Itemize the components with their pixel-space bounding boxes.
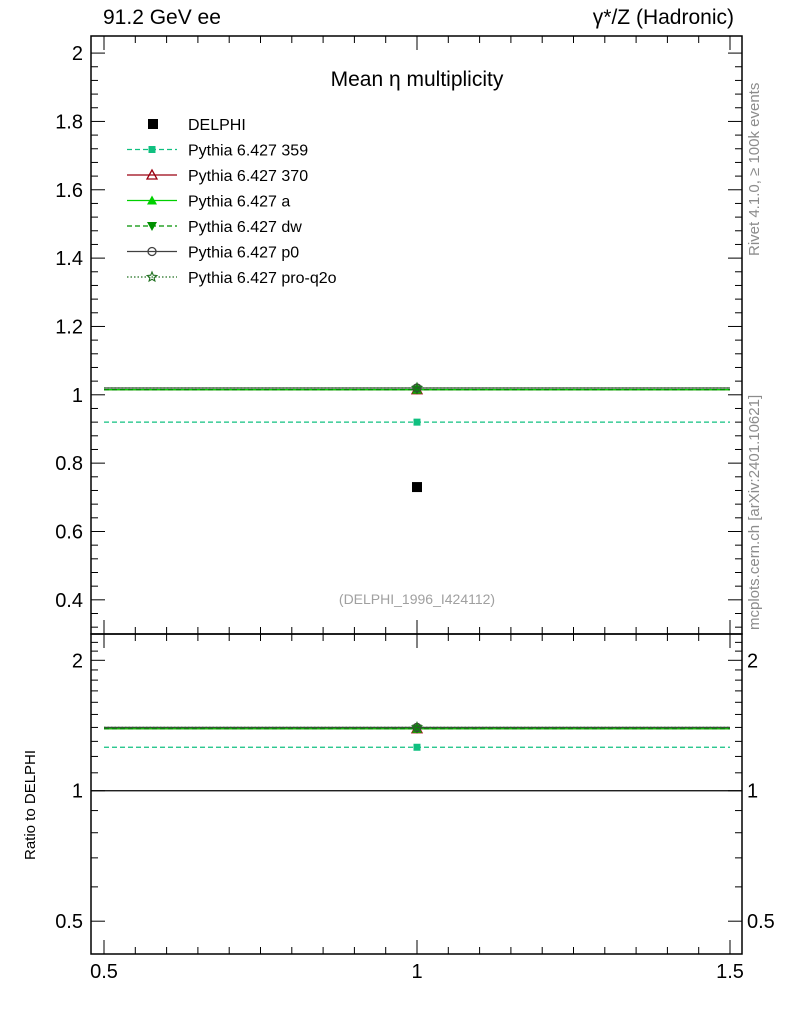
y-tick-label: 0.4 (55, 590, 83, 612)
legend-marker-4 (147, 246, 157, 257)
legend-label-delphi: DELPHI (188, 117, 246, 134)
ratio-y-tick-label: 2 (72, 650, 83, 672)
y-tick-label: 1.6 (55, 180, 83, 202)
y-tick-label: 0.6 (55, 521, 83, 543)
ratio-y-tick-label: 1 (72, 781, 83, 803)
series-point-0 (413, 418, 421, 426)
y-tick-label: 1.4 (55, 248, 83, 270)
header-left: 91.2 GeV ee (103, 6, 221, 29)
series-point-5 (410, 381, 424, 394)
legend-marker-0 (148, 146, 156, 153)
legend-label-3: Pythia 6.427 dw (188, 219, 302, 236)
y-tick-label: 1.2 (55, 316, 83, 338)
analysis-annotation: (DELPHI_1996_I424112) (339, 591, 495, 607)
legend-label-4: Pythia 6.427 p0 (188, 245, 299, 262)
legend-marker-3 (147, 222, 157, 231)
legend-marker-1 (145, 168, 159, 180)
x-tick-label: 1.5 (716, 961, 744, 983)
y-tick-label: 0.8 (55, 453, 83, 475)
ratio-y-tick-label: 0.5 (55, 911, 83, 933)
ratio-plot-frame (90, 633, 743, 955)
ratio-y-tick-label-right: 0.5 (747, 911, 775, 933)
data-point-delphi (412, 482, 422, 493)
legend-marker-2 (147, 195, 157, 205)
ratio-point-5 (410, 720, 424, 733)
y-tick-label: 2 (72, 43, 83, 65)
legend-marker-delphi (148, 119, 158, 129)
y-tick-label: 1 (72, 385, 83, 407)
ratio-point-0 (413, 743, 421, 751)
ratio-y-tick-label-right: 1 (747, 781, 758, 803)
legend-label-1: Pythia 6.427 370 (188, 168, 308, 185)
y-tick-label: 1.8 (55, 111, 83, 133)
legend-label-2: Pythia 6.427 a (188, 194, 290, 211)
chart-title: Mean η multiplicity (331, 68, 504, 91)
x-tick-label: 1 (411, 961, 422, 983)
x-tick-label: 0.5 (90, 961, 118, 983)
legend-label-5: Pythia 6.427 pro-q2o (188, 270, 337, 287)
legend-label-0: Pythia 6.427 359 (188, 143, 308, 160)
ratio-y-tick-label-right: 2 (747, 650, 758, 672)
header-right: γ*/Z (Hadronic) (592, 6, 734, 29)
legend: DELPHI Pythia 6.427 359 Pythia 6.427 370 Py… (127, 117, 337, 287)
legend-marker-5 (145, 270, 159, 283)
